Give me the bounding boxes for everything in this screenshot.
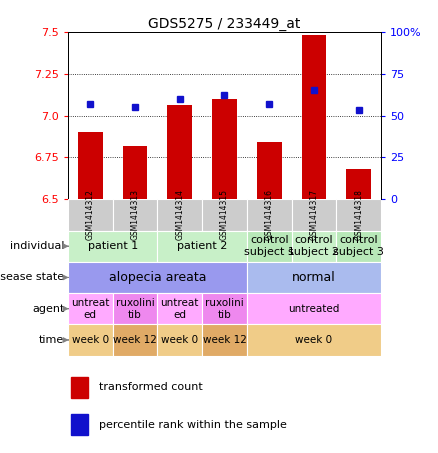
Text: patient 1: patient 1 (88, 241, 138, 251)
Bar (123, 146, 147, 199)
Bar (113, 293, 157, 324)
Text: individual: individual (10, 241, 64, 251)
Bar (157, 199, 202, 231)
Bar (247, 293, 381, 324)
Bar (68, 262, 247, 293)
Text: untreated: untreated (288, 304, 339, 314)
Bar (71, 377, 88, 398)
Bar (202, 199, 247, 231)
Text: percentile rank within the sample: percentile rank within the sample (99, 420, 287, 430)
Text: GSM1414317: GSM1414317 (310, 189, 318, 241)
Text: time: time (39, 335, 64, 345)
Bar (68, 324, 113, 356)
Bar (247, 231, 292, 262)
Bar (113, 199, 157, 231)
Text: GSM1414318: GSM1414318 (354, 189, 363, 241)
Bar (336, 199, 381, 231)
Text: week 12: week 12 (113, 335, 157, 345)
Text: agent: agent (32, 304, 64, 314)
Text: control
subject 3: control subject 3 (333, 236, 384, 257)
Text: disease state: disease state (0, 272, 64, 283)
Text: GSM1414316: GSM1414316 (265, 189, 274, 241)
Title: GDS5275 / 233449_at: GDS5275 / 233449_at (148, 17, 300, 31)
Bar (302, 35, 326, 199)
Bar (212, 99, 237, 199)
Text: ruxolini
tib: ruxolini tib (116, 298, 154, 319)
Text: ruxolini
tib: ruxolini tib (205, 298, 244, 319)
Bar (292, 199, 336, 231)
Text: week 0: week 0 (295, 335, 332, 345)
Text: untreat
ed: untreat ed (161, 298, 199, 319)
Text: untreat
ed: untreat ed (71, 298, 110, 319)
Text: week 12: week 12 (202, 335, 247, 345)
Text: control
subject 1: control subject 1 (244, 236, 295, 257)
Bar (202, 293, 247, 324)
Bar (157, 231, 247, 262)
Bar (157, 324, 202, 356)
Bar (247, 324, 381, 356)
Text: alopecia areata: alopecia areata (109, 271, 206, 284)
Text: GSM1414314: GSM1414314 (175, 189, 184, 241)
Text: transformed count: transformed count (99, 382, 203, 392)
Bar (247, 199, 292, 231)
Bar (202, 324, 247, 356)
Bar (247, 262, 381, 293)
Bar (71, 414, 88, 435)
Text: GSM1414315: GSM1414315 (220, 189, 229, 241)
Bar (167, 106, 192, 199)
Text: GSM1414312: GSM1414312 (86, 189, 95, 241)
Bar (257, 142, 282, 199)
Bar (78, 132, 102, 199)
Bar (113, 324, 157, 356)
Text: control
subject 2: control subject 2 (289, 236, 339, 257)
Text: patient 2: patient 2 (177, 241, 227, 251)
Text: week 0: week 0 (72, 335, 109, 345)
Bar (346, 169, 371, 199)
Bar (292, 231, 336, 262)
Text: week 0: week 0 (161, 335, 198, 345)
Bar (157, 293, 202, 324)
Text: GSM1414313: GSM1414313 (131, 189, 139, 241)
Text: normal: normal (292, 271, 336, 284)
Bar (68, 293, 113, 324)
Bar (68, 199, 113, 231)
Bar (68, 231, 157, 262)
Bar (336, 231, 381, 262)
